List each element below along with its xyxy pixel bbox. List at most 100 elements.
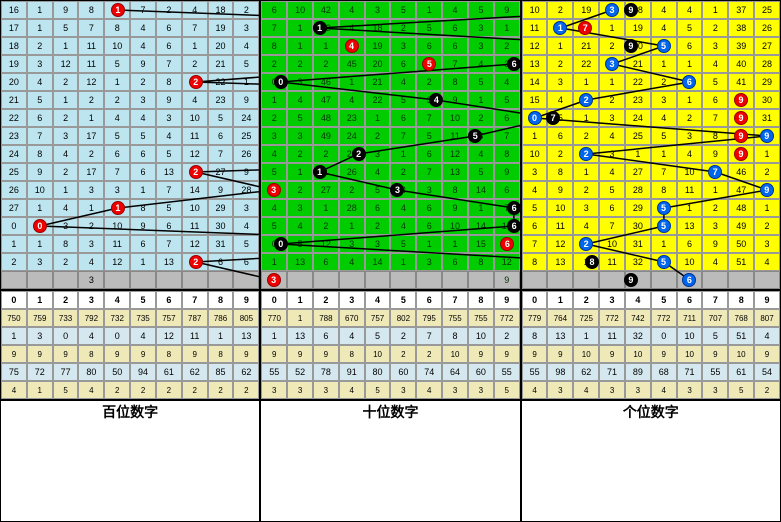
stat-cell: 759 xyxy=(27,309,53,327)
gray-cell xyxy=(208,271,234,289)
gray-cell xyxy=(468,271,494,289)
grid-cell: 9 xyxy=(702,145,728,163)
grid-cell: 14 xyxy=(468,217,494,235)
stat-cell: 12 xyxy=(156,327,182,345)
grid-row: 14311222654129 xyxy=(522,73,780,91)
stat-cell: 2 xyxy=(754,381,780,399)
grid-cell: 5 xyxy=(651,37,677,55)
grid-cell: 39 xyxy=(728,37,754,55)
stat-cell: 55 xyxy=(261,363,287,381)
grid-row: 111201194523826 xyxy=(522,19,780,37)
grid-cell: 12 xyxy=(53,55,79,73)
grid-cell: 8 xyxy=(53,235,79,253)
stat-cell: 13 xyxy=(547,327,573,345)
grid-cell: 6 xyxy=(156,37,182,55)
grid-cell: 49 xyxy=(313,127,339,145)
stat-cell: 768 xyxy=(728,309,754,327)
stat-cell: 3 xyxy=(599,381,625,399)
grid-cell: 11 xyxy=(182,127,208,145)
grid-cell: 23 xyxy=(208,91,234,109)
grid-row: 61147305133492 xyxy=(522,217,780,235)
grid-cell: 7 xyxy=(702,109,728,127)
stat-cell: 9 xyxy=(233,345,259,363)
gray-cell: 6 xyxy=(677,271,703,289)
stat-cell: 788 xyxy=(313,309,339,327)
grid-cell: 5 xyxy=(599,181,625,199)
stat-row: 4154222222 xyxy=(1,381,259,399)
grid-cell: 1 xyxy=(339,73,365,91)
grid-cell: 48 xyxy=(313,109,339,127)
grid-cell: 25 xyxy=(339,145,365,163)
grid-cell: 4 xyxy=(547,91,573,109)
grid-cell: 10 xyxy=(522,1,548,19)
gray-cell xyxy=(339,271,365,289)
grid-cell: 15 xyxy=(468,235,494,253)
stat-cell: 4 xyxy=(1,381,27,399)
grid-cell: 19 xyxy=(208,19,234,37)
grid-row: 1183116712315 xyxy=(1,235,259,253)
stat-cell: 750 xyxy=(1,309,27,327)
grid-cell: 1 xyxy=(547,37,573,55)
grid-cell: 6 xyxy=(494,109,520,127)
panel-label: 个位数字 xyxy=(522,399,780,423)
grid-cell: 11 xyxy=(442,127,468,145)
grid-cell: 10 xyxy=(27,181,53,199)
header-cell: 4 xyxy=(625,291,651,309)
grid-cell: 8 xyxy=(78,1,104,19)
grid-cell: 21 xyxy=(573,37,599,55)
stat-cell: 8 xyxy=(78,345,104,363)
header-cell: 4 xyxy=(365,291,391,309)
stat-cell: 60 xyxy=(390,363,416,381)
stat-cell: 77 xyxy=(53,363,79,381)
grid-cell: 2 xyxy=(313,145,339,163)
stat-cell: 757 xyxy=(156,309,182,327)
grid-cell: 2 xyxy=(416,73,442,91)
stat-cell: 9 xyxy=(702,345,728,363)
grid-cell: 2 xyxy=(599,37,625,55)
grid-cell: 3 xyxy=(233,199,259,217)
gray-cell xyxy=(156,271,182,289)
stat-cell: 3 xyxy=(625,381,651,399)
stat-cell: 3 xyxy=(27,327,53,345)
grid-cell: 2 xyxy=(754,163,780,181)
grid-cell: 7 xyxy=(416,163,442,181)
grid-cell: 4 xyxy=(702,55,728,73)
grid-cell: 8 xyxy=(547,163,573,181)
grid-cell: 7 xyxy=(522,235,548,253)
stat-row: 3334534335 xyxy=(261,381,519,399)
stat-cell: 55 xyxy=(522,363,548,381)
grid-cell: 14 xyxy=(365,253,391,271)
grid-cell: 8 xyxy=(442,181,468,199)
stat-cell: 52 xyxy=(287,363,313,381)
grid-row: 2484266512726 xyxy=(1,145,259,163)
grid-cell: 8 xyxy=(702,127,728,145)
stat-cell: 10 xyxy=(365,345,391,363)
grid-cell: 10 xyxy=(442,217,468,235)
stat-cell: 62 xyxy=(233,363,259,381)
stat-cell: 4 xyxy=(416,381,442,399)
grid-cell: 10 xyxy=(182,109,208,127)
header-cell: 9 xyxy=(754,291,780,309)
grid-cell: 26 xyxy=(754,19,780,37)
grid-cell: 10 xyxy=(104,37,130,55)
gray-cell xyxy=(182,271,208,289)
grid-row: 18211110461204 xyxy=(1,37,259,55)
trend-grid: 1619857241821715784671931821111046120419… xyxy=(1,1,259,289)
header-cell: 9 xyxy=(233,291,259,309)
grid-cell: 10 xyxy=(677,253,703,271)
header-cell: 7 xyxy=(182,291,208,309)
stat-cell: 9 xyxy=(522,345,548,363)
grid-cell: 31 xyxy=(754,109,780,127)
grid-cell: 7 xyxy=(494,199,520,217)
grid-cell: 21 xyxy=(365,73,391,91)
grid-cell: 1 xyxy=(78,109,104,127)
grid-row: 2324121133266 xyxy=(1,253,259,271)
grid-cell: 24 xyxy=(625,109,651,127)
stat-cell: 0 xyxy=(651,327,677,345)
grid-cell: 3 xyxy=(599,109,625,127)
stat-cell: 786 xyxy=(208,309,234,327)
grid-cell: 1 xyxy=(416,235,442,253)
grid-cell: 10 xyxy=(182,199,208,217)
grid-row: 144742253915 xyxy=(261,91,519,109)
grid-cell: 4 xyxy=(754,253,780,271)
